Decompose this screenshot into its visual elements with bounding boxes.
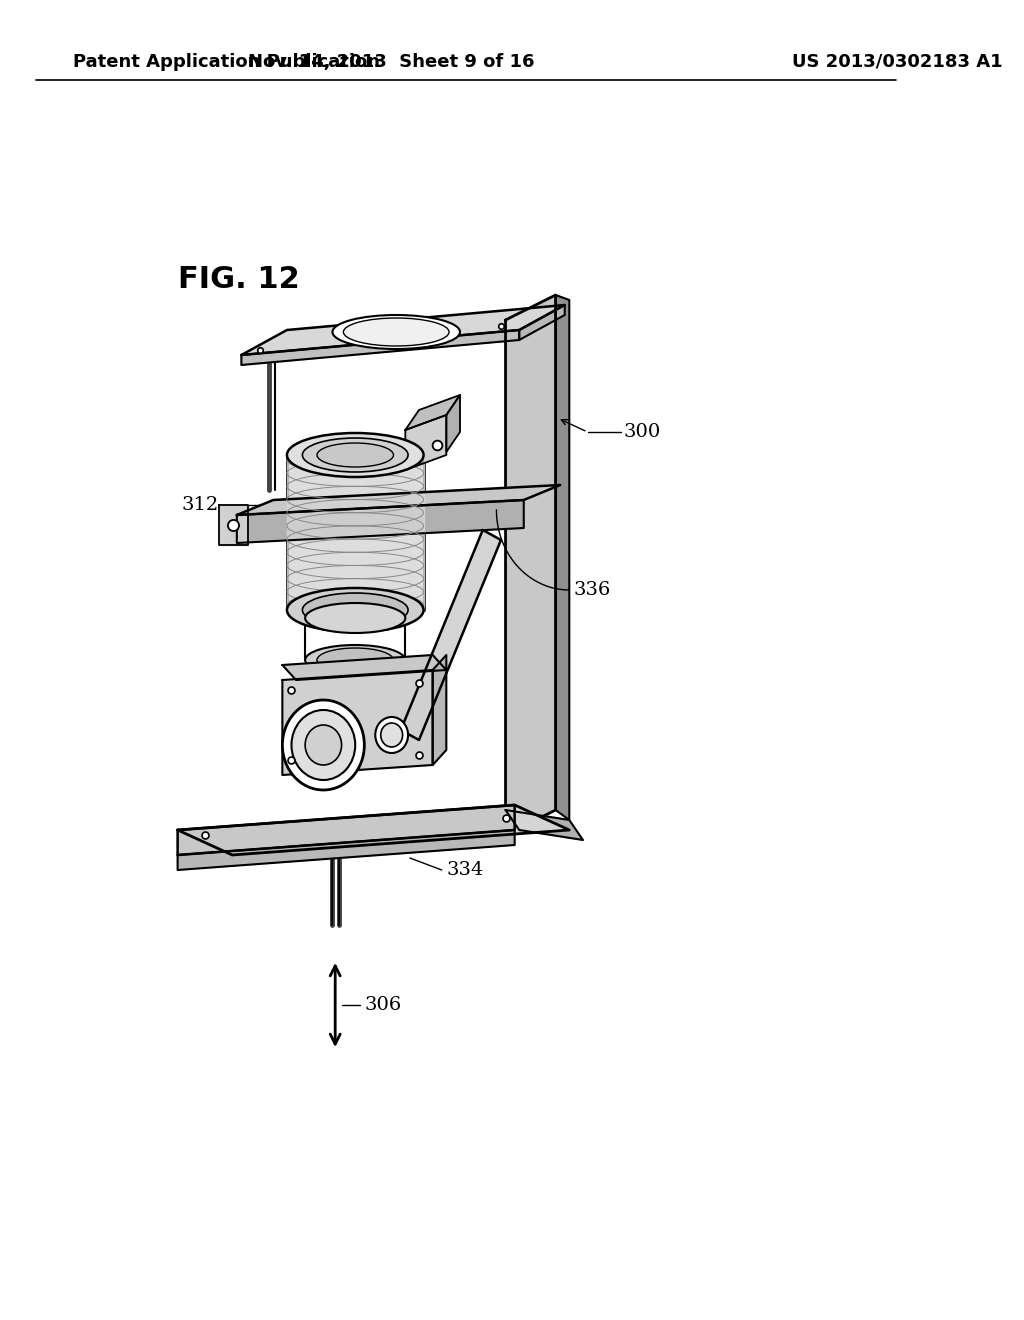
Polygon shape: [446, 395, 460, 451]
Polygon shape: [177, 805, 569, 855]
Ellipse shape: [305, 603, 406, 634]
Ellipse shape: [317, 444, 393, 467]
Ellipse shape: [317, 648, 393, 672]
Polygon shape: [406, 395, 460, 430]
Ellipse shape: [283, 700, 365, 789]
Polygon shape: [400, 531, 501, 741]
Ellipse shape: [375, 717, 409, 752]
Text: 300: 300: [624, 422, 662, 441]
Text: US 2013/0302183 A1: US 2013/0302183 A1: [793, 53, 1004, 71]
Polygon shape: [519, 305, 564, 341]
Polygon shape: [237, 500, 523, 543]
Ellipse shape: [381, 723, 402, 747]
Polygon shape: [218, 506, 248, 545]
Text: 312: 312: [181, 496, 218, 513]
Ellipse shape: [343, 318, 450, 346]
Text: Nov. 14, 2013  Sheet 9 of 16: Nov. 14, 2013 Sheet 9 of 16: [249, 53, 535, 71]
Ellipse shape: [305, 725, 342, 766]
Polygon shape: [283, 655, 446, 680]
Text: FIG. 12: FIG. 12: [177, 265, 299, 294]
Ellipse shape: [305, 645, 406, 675]
Polygon shape: [506, 294, 556, 836]
Text: 336: 336: [573, 581, 611, 599]
Text: Patent Application Publication: Patent Application Publication: [73, 53, 380, 71]
Text: 306: 306: [365, 997, 401, 1014]
Ellipse shape: [287, 433, 424, 477]
Polygon shape: [287, 455, 424, 610]
Polygon shape: [242, 305, 564, 355]
Polygon shape: [242, 330, 519, 366]
Polygon shape: [556, 294, 569, 820]
Polygon shape: [433, 655, 446, 766]
Polygon shape: [283, 671, 433, 775]
Ellipse shape: [302, 438, 409, 473]
Ellipse shape: [287, 587, 424, 632]
Polygon shape: [506, 810, 583, 840]
Ellipse shape: [302, 593, 409, 627]
Text: 334: 334: [446, 861, 483, 879]
Ellipse shape: [292, 710, 355, 780]
Polygon shape: [406, 414, 446, 470]
Polygon shape: [177, 830, 515, 870]
Polygon shape: [177, 805, 515, 855]
Polygon shape: [237, 484, 560, 515]
Ellipse shape: [333, 315, 460, 348]
